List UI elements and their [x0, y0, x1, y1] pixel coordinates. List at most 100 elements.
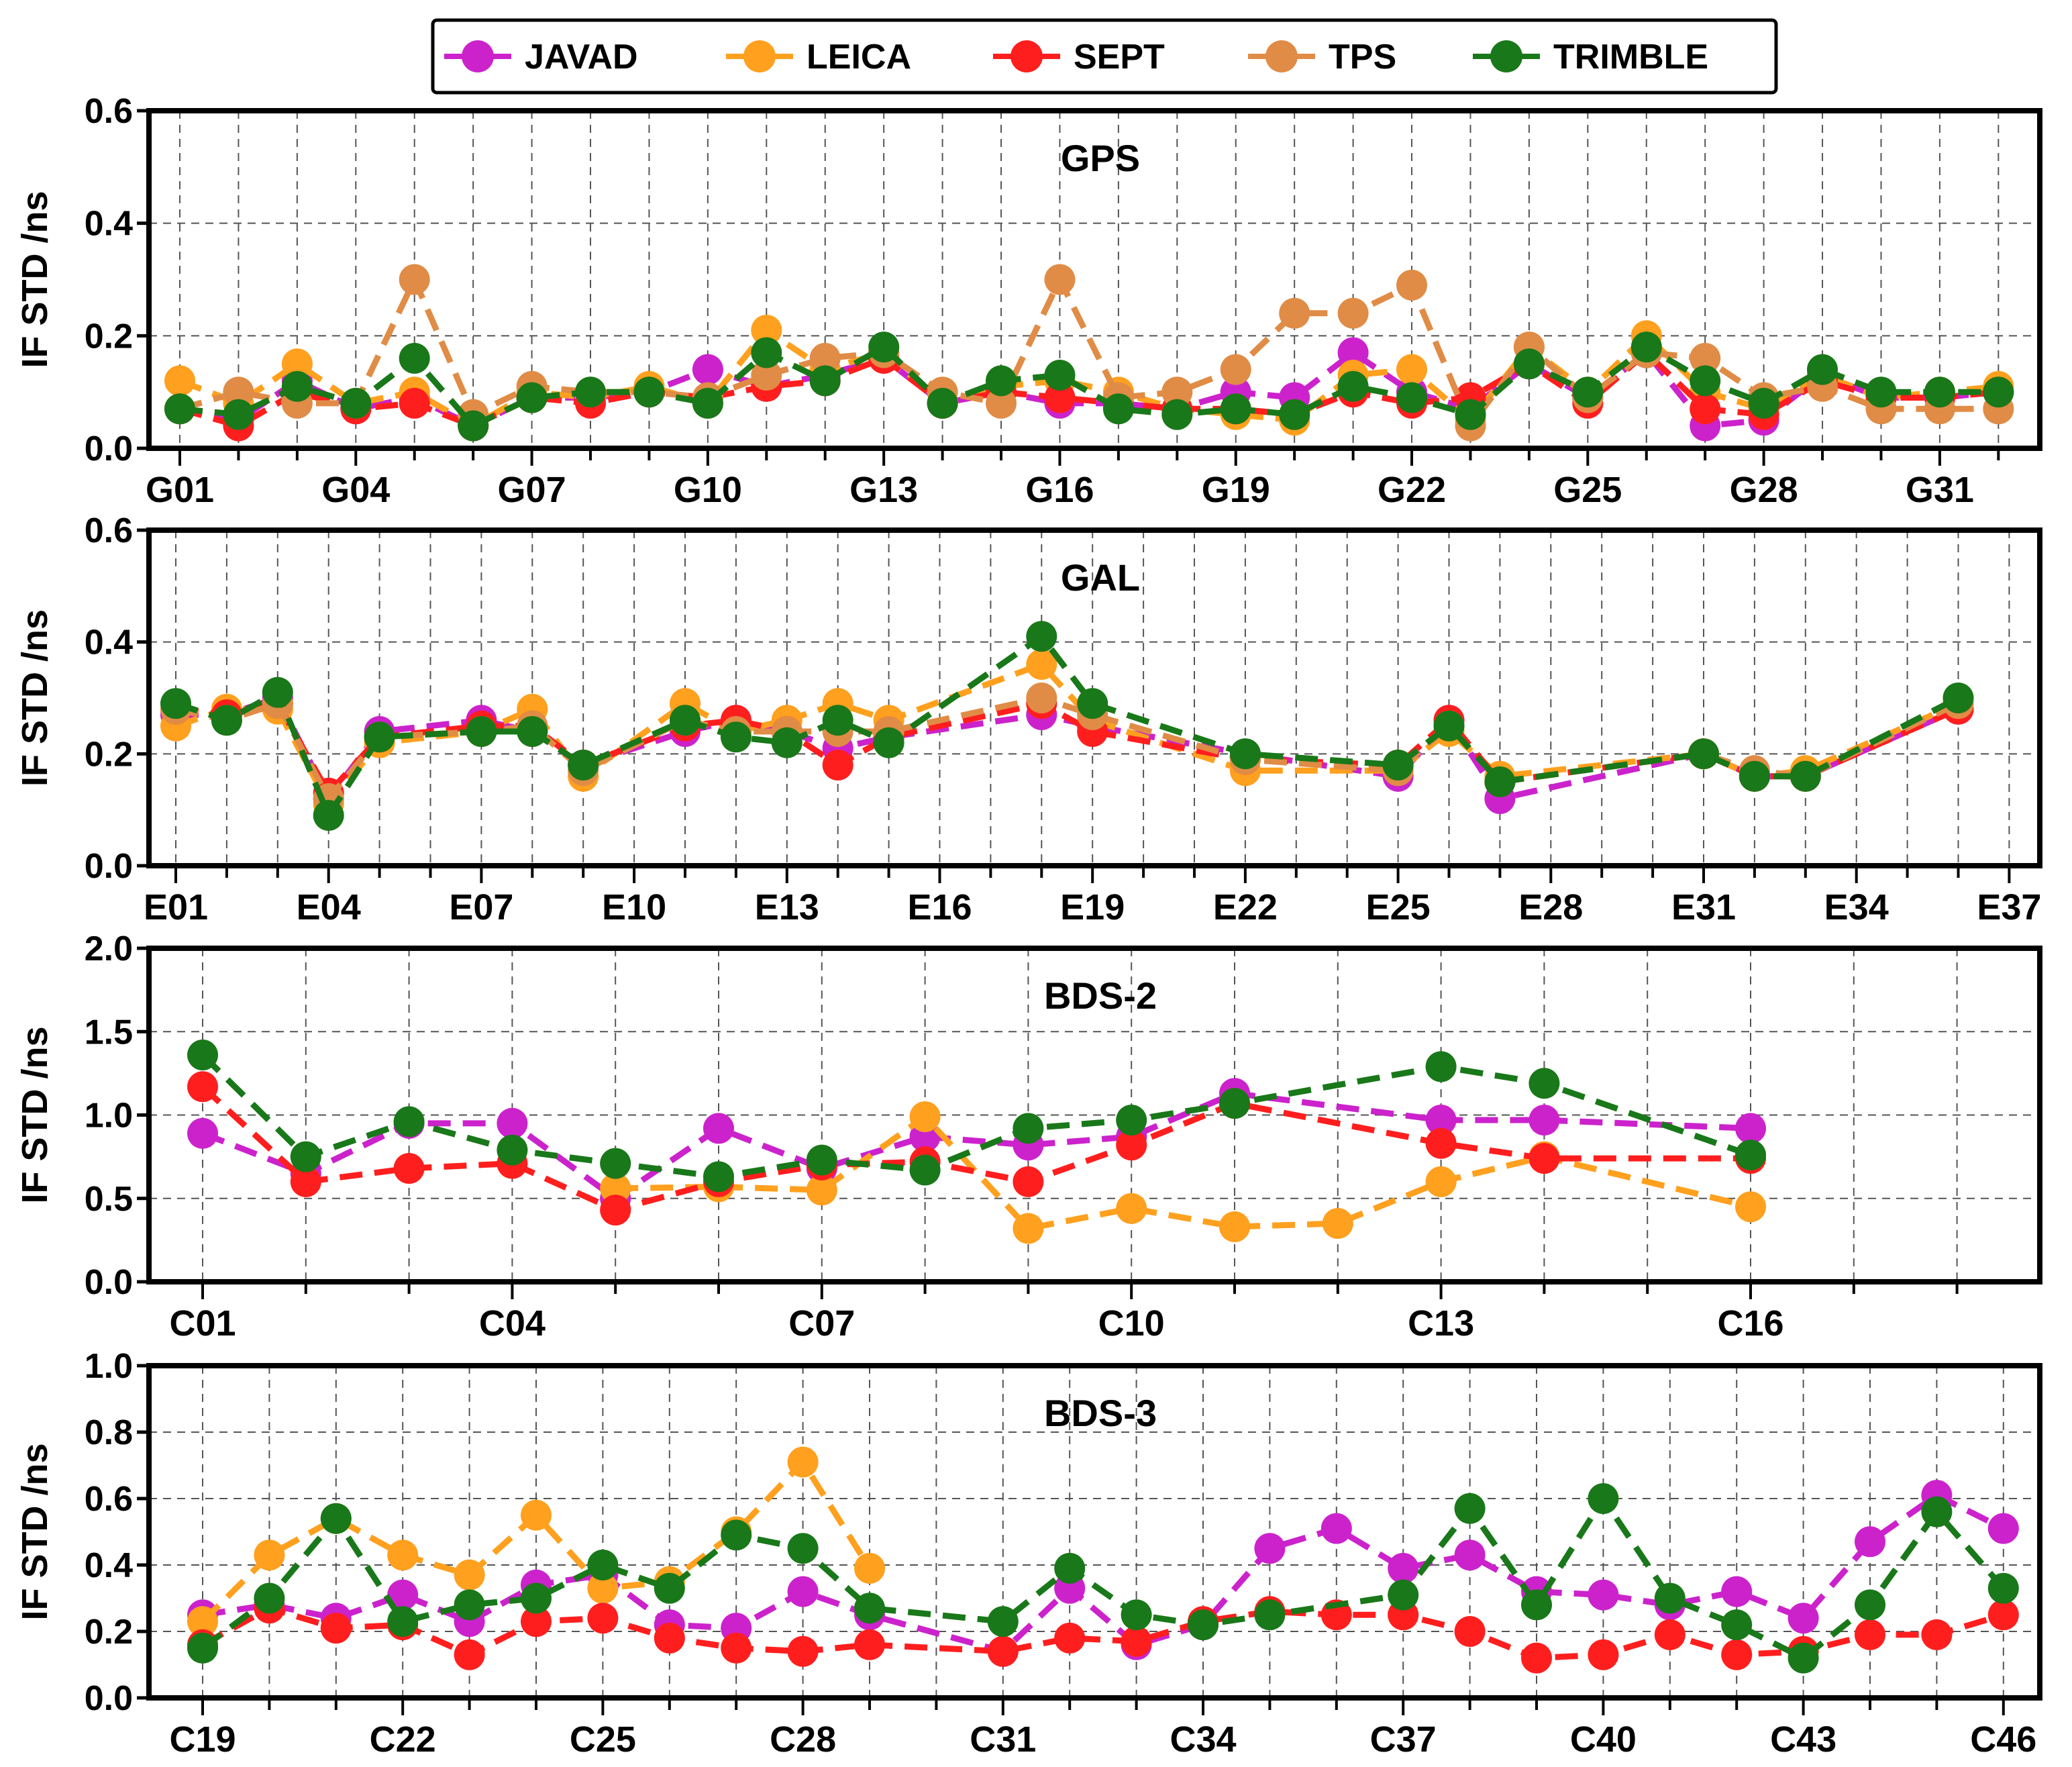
legend-entry-trimble: TRIMBLE — [1473, 38, 1708, 77]
data-point — [1987, 1513, 2019, 1544]
x-tick-label: G10 — [674, 470, 742, 510]
data-point — [1425, 1051, 1457, 1082]
legend-entry-tps: TPS — [1248, 38, 1396, 77]
data-point — [575, 376, 606, 408]
data-point — [654, 1572, 685, 1604]
y-tick-label: 0.2 — [85, 317, 133, 356]
x-tick-label: C25 — [570, 1719, 636, 1760]
data-point — [692, 354, 723, 385]
x-tick-label: C28 — [770, 1719, 836, 1760]
data-point — [187, 1117, 218, 1149]
plot-frame — [146, 108, 2042, 451]
grid — [149, 111, 2040, 448]
data-point — [1254, 1533, 1286, 1564]
x-tick-label: G07 — [498, 470, 566, 510]
data-point — [1987, 1599, 2019, 1631]
data-point — [164, 393, 195, 425]
y-tick-label: 0.4 — [85, 205, 133, 244]
data-point — [290, 1141, 321, 1172]
data-point — [1102, 393, 1134, 425]
series-line — [178, 327, 1999, 429]
data-point — [516, 382, 548, 413]
x-tick-label: E19 — [1060, 887, 1125, 927]
legend-label: TPS — [1329, 38, 1396, 77]
data-point — [1654, 1582, 1686, 1614]
data-point — [387, 1539, 419, 1571]
data-point — [1521, 1589, 1552, 1621]
data-point — [1588, 1483, 1619, 1514]
data-point — [600, 1195, 631, 1226]
data-point — [458, 410, 489, 442]
series-line — [201, 1090, 1751, 1202]
plot-frame — [146, 527, 2042, 868]
data-point — [986, 365, 1017, 397]
data-point — [187, 1606, 218, 1637]
data-point — [517, 716, 548, 747]
legend-label: TRIMBLE — [1553, 38, 1708, 77]
data-point — [1739, 760, 1770, 792]
data-point — [927, 387, 958, 419]
data-point — [454, 1589, 485, 1621]
data-point — [254, 1539, 285, 1571]
data-point — [187, 1040, 218, 1070]
data-point — [187, 1071, 218, 1103]
data-point — [1116, 1129, 1147, 1161]
data-point — [521, 1606, 552, 1637]
panel-gal: 0.0 0.2 0.4 0.6 E01 E04 E07 E10 E13 E16 E19 E22 E25 E… — [15, 511, 2042, 927]
data-point — [340, 387, 372, 419]
series-line — [200, 1052, 1752, 1180]
data-point — [364, 721, 395, 753]
panel-title: GAL — [1061, 556, 1140, 599]
series-line — [202, 1492, 2005, 1655]
y-axis-label: IF STD /ns — [15, 609, 55, 787]
data-point — [1121, 1599, 1152, 1631]
data-point — [809, 342, 841, 374]
x-tick-label: C10 — [1098, 1303, 1165, 1344]
x-tick-label: G25 — [1553, 470, 1622, 510]
data-point — [787, 1576, 819, 1607]
data-point — [1322, 1208, 1353, 1239]
data-point — [771, 727, 802, 758]
series-line — [200, 1084, 1751, 1213]
legend-entry-sept: SEPT — [993, 38, 1165, 77]
data-point — [1721, 1576, 1753, 1607]
data-point — [1337, 337, 1369, 368]
data-point — [822, 750, 853, 780]
data-point — [1529, 1143, 1560, 1174]
y-tick-label: 0.0 — [85, 430, 133, 468]
legend: JAVAD LEICA SEPT TPS TRIMBLE — [431, 18, 1778, 95]
data-point — [1054, 1552, 1086, 1584]
data-point — [600, 1148, 631, 1179]
legend-marker — [743, 40, 776, 72]
data-point — [1807, 354, 1838, 385]
x-tick-label: C07 — [788, 1303, 855, 1344]
data-point — [1788, 1603, 1819, 1634]
y-tick-label: 0.6 — [85, 92, 133, 131]
data-point — [987, 1606, 1019, 1637]
y-tick-label: 0.0 — [85, 1263, 133, 1302]
data-point — [987, 1635, 1019, 1667]
panel-bds-2: 0.0 0.5 1.0 1.5 2.0 C01 C04 C07 C10 C13 C16 IF STD … — [15, 929, 2042, 1344]
data-point — [703, 1161, 734, 1193]
data-point — [1987, 1572, 2019, 1604]
data-point — [1388, 1579, 1419, 1611]
data-point — [787, 1446, 819, 1478]
data-point — [1943, 683, 1974, 713]
data-point — [521, 1582, 552, 1614]
y-tick-label: 1.0 — [85, 1097, 133, 1135]
data-point — [1013, 1213, 1044, 1244]
data-point — [1735, 1113, 1766, 1144]
data-point — [587, 1550, 619, 1580]
data-point — [187, 1632, 218, 1664]
data-point — [1044, 360, 1076, 391]
series-trimble — [187, 1483, 2019, 1674]
data-point — [160, 688, 191, 719]
x-tick-label: E37 — [1977, 887, 2041, 927]
data-point — [1454, 1616, 1486, 1647]
data-point — [1790, 760, 1821, 792]
data-point — [1572, 376, 1604, 408]
data-point — [1337, 297, 1369, 329]
y-axis-label: IF STD /ns — [15, 1443, 55, 1620]
data-point — [1921, 1496, 1953, 1527]
data-point — [262, 676, 293, 708]
